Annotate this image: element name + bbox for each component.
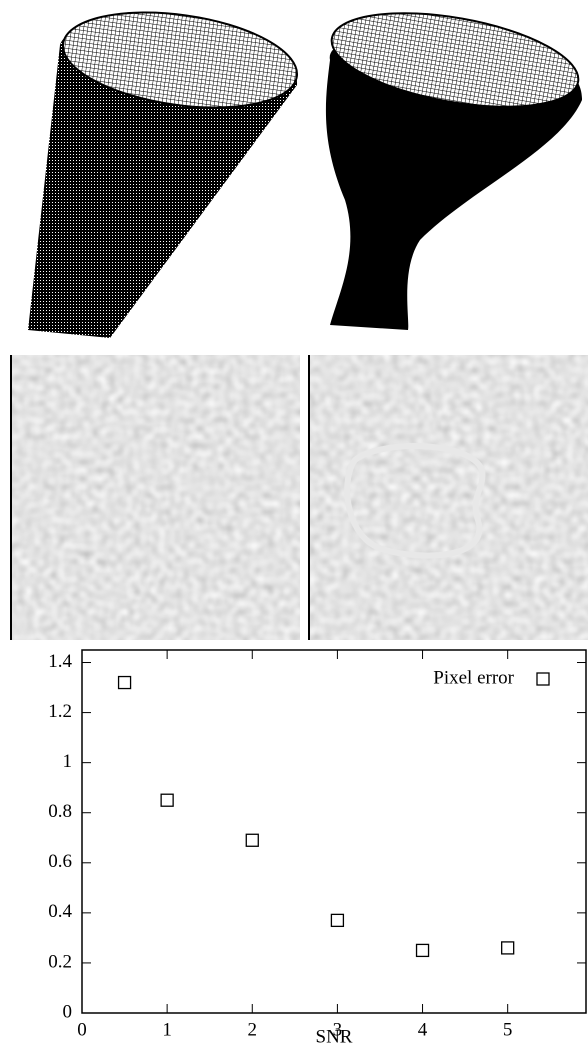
data-point: [417, 944, 429, 956]
y-tick-label: 1.2: [48, 701, 72, 722]
noise-panel-right: [308, 355, 588, 640]
x-tick-label: 4: [418, 1019, 428, 1040]
y-tick-label: 0.8: [48, 801, 72, 822]
noise-panel-left: [10, 355, 300, 640]
y-tick-label: 0.6: [48, 851, 72, 872]
surface-right: [325, 0, 586, 330]
surface-left: [28, 0, 303, 338]
x-tick-label: 5: [503, 1019, 513, 1040]
data-point: [161, 794, 173, 806]
y-tick-label: 1: [63, 751, 73, 772]
y-tick-label: 0.2: [48, 951, 72, 972]
x-tick-label: 3: [333, 1019, 343, 1040]
legend-label: Pixel error: [433, 667, 514, 688]
y-tick-label: 1.4: [48, 651, 72, 672]
data-point: [502, 942, 514, 954]
data-point: [119, 677, 131, 689]
x-tick-label: 0: [77, 1019, 87, 1040]
legend-marker: [537, 673, 549, 685]
data-point: [246, 834, 258, 846]
plot-frame: [82, 650, 586, 1013]
figure: SNR 00.20.40.60.811.21.4012345Pixel erro…: [0, 0, 588, 1051]
y-tick-label: 0.4: [48, 901, 72, 922]
y-tick-label: 0: [63, 1001, 73, 1022]
x-tick-label: 1: [162, 1019, 172, 1040]
data-point: [331, 914, 343, 926]
x-tick-label: 2: [248, 1019, 258, 1040]
